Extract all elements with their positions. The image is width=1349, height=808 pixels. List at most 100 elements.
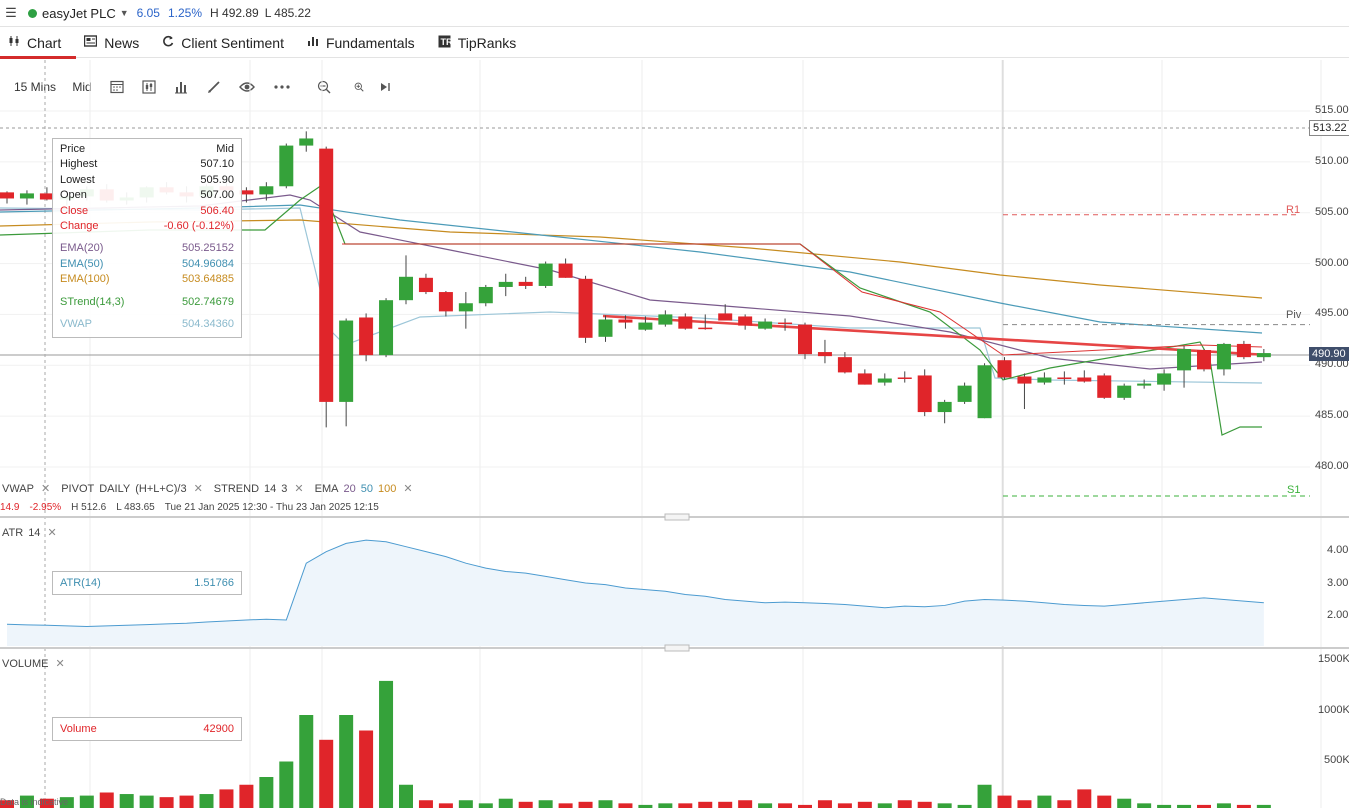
range-stats: 14.9 -2.95% H 512.6 L 483.65 Tue 21 Jan … — [0, 502, 379, 513]
indicator-strend[interactable]: STREND — [213, 482, 260, 495]
volume-bar — [678, 803, 693, 808]
eye-icon[interactable] — [224, 76, 270, 98]
tab-news[interactable]: News — [76, 28, 154, 58]
candle-body — [518, 281, 533, 286]
newspaper-icon — [84, 35, 98, 50]
candle-body — [39, 193, 54, 200]
volume-bar — [658, 803, 673, 808]
volume-bar — [1017, 800, 1032, 808]
tab-bar: Chart News Client Sentiment Fundamentals… — [0, 28, 1349, 59]
more-icon[interactable] — [270, 76, 294, 98]
candle-body — [977, 365, 992, 419]
candle-body — [1077, 377, 1092, 382]
candle-body — [718, 313, 733, 321]
legend-vwap: 504.34360 — [182, 317, 234, 330]
legend-ema100: 503.64885 — [182, 273, 234, 286]
legend-close-label: Close — [60, 204, 89, 217]
zoom-out-icon[interactable] — [294, 76, 354, 98]
candle-body — [1037, 377, 1052, 383]
vwap-line — [0, 207, 1263, 384]
tab-tipranks-label: TipRanks — [457, 34, 517, 51]
candle-body — [418, 277, 433, 293]
volume-bar — [857, 801, 872, 808]
atr-title[interactable]: ATR — [2, 526, 24, 539]
pencil-icon[interactable] — [204, 76, 224, 98]
volume-bar — [299, 715, 314, 808]
volume-bar — [219, 789, 234, 808]
zoom-in-icon[interactable] — [354, 76, 364, 98]
volume-bar — [758, 803, 773, 808]
volume-bar — [598, 800, 613, 808]
legend-ema20-label: EMA(20) — [60, 242, 104, 255]
jump-latest-icon[interactable] — [364, 76, 406, 98]
volume-bar — [239, 784, 254, 808]
last-price-tag: 490.90 — [1309, 347, 1349, 361]
legend-ema50: 504.96084 — [182, 257, 234, 270]
candle-body — [917, 375, 932, 413]
supertrend-line — [0, 184, 1262, 436]
candle-body — [837, 357, 852, 373]
volume-bar — [837, 803, 852, 808]
candle-body — [1177, 349, 1192, 371]
pivot-lines — [1003, 214, 1310, 497]
candle-body — [19, 193, 34, 199]
hamburger-icon[interactable]: ☰ — [5, 5, 17, 20]
volume-axis-tick: 500K — [1324, 754, 1349, 766]
price-change: 6.05 — [136, 6, 160, 20]
volume-bar — [738, 800, 753, 808]
indicator-ema[interactable]: EMA — [314, 482, 339, 495]
volume-title[interactable]: VOLUME — [2, 657, 49, 670]
volume-bar — [817, 800, 832, 808]
close-icon[interactable]: ✕ — [55, 658, 65, 670]
indicators-icon[interactable] — [158, 76, 204, 98]
volume-bar — [438, 803, 453, 808]
tab-fundamentals[interactable]: Fundamentals — [299, 28, 430, 58]
atr-box-label: ATR(14) — [60, 577, 101, 589]
candle-body — [738, 316, 753, 326]
candle-body — [1236, 343, 1251, 358]
candle-body — [0, 192, 14, 199]
tab-chart[interactable]: Chart — [0, 28, 77, 59]
supertrend-path — [0, 184, 1262, 436]
close-icon[interactable]: ✕ — [294, 483, 304, 495]
volume-bar — [498, 798, 513, 808]
indicator-vwap[interactable]: VWAP — [2, 482, 34, 495]
indicator-pivot[interactable]: PIVOT — [61, 482, 95, 495]
candles — [0, 131, 1271, 428]
volume-bar — [1197, 804, 1211, 808]
candle-body — [279, 145, 294, 187]
chevron-down-icon[interactable]: ▼ — [119, 8, 129, 18]
candle-body — [239, 190, 254, 195]
candle-body — [578, 278, 593, 338]
close-icon[interactable]: ✕ — [403, 483, 413, 495]
interval-selector[interactable]: 15 Mins — [13, 80, 57, 94]
legend-close: 506.40 — [200, 204, 234, 217]
volume-bar — [897, 800, 912, 808]
volume-bar — [937, 803, 952, 808]
candle-body — [658, 314, 673, 325]
candle-body — [458, 303, 473, 312]
volume-bar — [977, 784, 992, 808]
close-icon[interactable]: ✕ — [41, 483, 51, 495]
legend-open: 507.00 — [200, 189, 234, 202]
price-axis-tick: 515.00 — [1315, 104, 1349, 116]
close-icon[interactable]: ✕ — [47, 527, 57, 539]
indicator-strend-p2: 3 — [281, 482, 288, 495]
tab-client-sentiment[interactable]: Client Sentiment — [154, 28, 299, 58]
tab-tipranks[interactable]: TR TipRanks — [430, 28, 532, 58]
chart-type-icon[interactable] — [140, 76, 158, 98]
instrument-header: ☰ easyJet PLC ▼ 6.05 1.25% H 492.89 L 48… — [0, 0, 1349, 27]
legend-open-label: Open — [60, 189, 87, 202]
volume-bar — [1256, 804, 1271, 808]
price-type-selector[interactable]: Mid — [72, 80, 92, 94]
instrument-name[interactable]: easyJet PLC — [42, 5, 116, 21]
calendar-icon[interactable] — [94, 76, 140, 98]
pivot-s1-label: S1 — [1287, 484, 1301, 496]
candle-body — [638, 322, 653, 330]
price-chart[interactable] — [0, 58, 1349, 808]
close-icon[interactable]: ✕ — [193, 483, 203, 495]
atr-header: ATR 14 ✕ — [2, 526, 57, 540]
atr-fill — [7, 540, 1264, 646]
candle-body — [1197, 350, 1211, 370]
volume-bar — [179, 795, 194, 808]
